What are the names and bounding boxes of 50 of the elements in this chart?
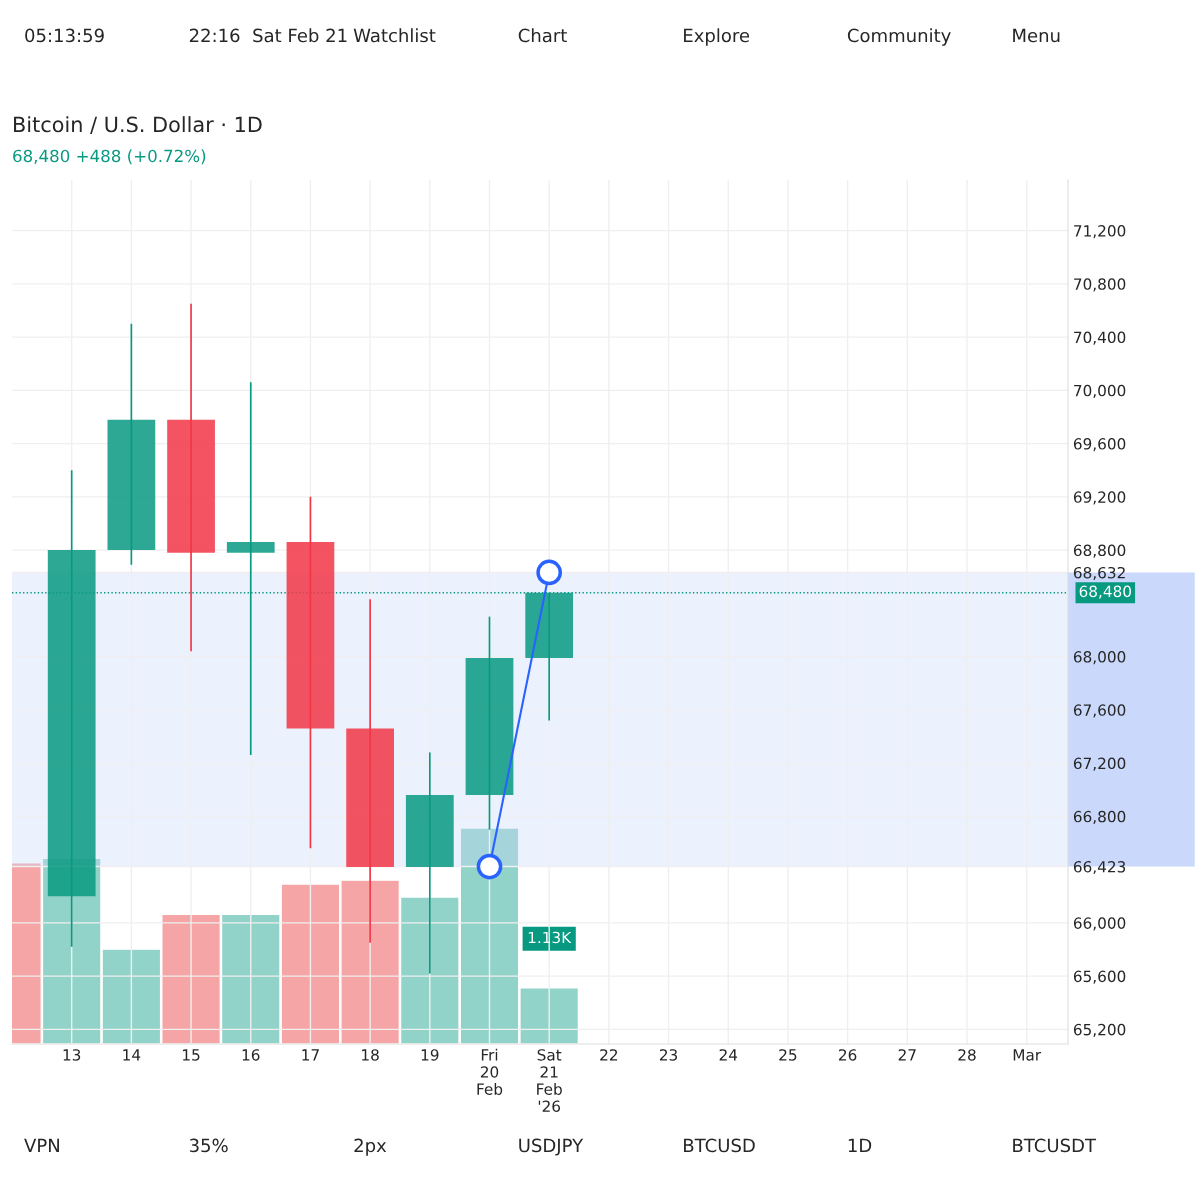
y-tick-label: 66,423 xyxy=(1073,861,1126,875)
y-tick-label: 67,600 xyxy=(1073,704,1126,718)
y-tick-label: 65,600 xyxy=(1073,970,1126,984)
x-tick-label: 23 xyxy=(659,1049,678,1061)
y-tick-label: 69,600 xyxy=(1073,438,1126,452)
y-tick-label: 70,000 xyxy=(1074,384,1126,398)
y-tick-label: 69,200 xyxy=(1073,491,1126,505)
y-tick-label: 71,200 xyxy=(1074,225,1126,239)
x-tick-label: 18 xyxy=(362,1049,379,1061)
y-tick-label: 70,800 xyxy=(1074,278,1126,292)
y-tick-label: 70,400 xyxy=(1074,331,1126,345)
x-tick-label: 24 xyxy=(719,1049,738,1061)
x-tick-label: 26 xyxy=(839,1049,857,1061)
x-tick-label: 15 xyxy=(183,1049,200,1061)
text: 1D xyxy=(848,1138,872,1152)
x-tick-label: Sat 21 Feb '26 xyxy=(537,1049,562,1113)
x-tick-label: Fri 20 Feb xyxy=(477,1048,503,1095)
x-tick-label: Mar xyxy=(1013,1049,1042,1061)
text: Community xyxy=(847,28,951,46)
y-tick-label: 67,200 xyxy=(1073,757,1126,771)
text: 2px xyxy=(354,1138,387,1156)
chart-subtitle: 68,480 +488 (+0.72%) xyxy=(13,149,206,165)
text: USDJPY xyxy=(519,1138,584,1156)
text: BTCUSD xyxy=(684,1138,755,1153)
y-tick-label: 68,632 xyxy=(1073,566,1125,581)
text: BTCUSDT xyxy=(1013,1138,1097,1153)
text: Explore xyxy=(684,28,750,46)
x-tick-label: 19 xyxy=(421,1049,439,1061)
text: 22:16 Sat Feb 21 xyxy=(189,28,347,43)
y-tick-label: 66,000 xyxy=(1073,917,1126,931)
x-tick-label: 25 xyxy=(779,1049,797,1061)
chart-title: Bitcoin / U.S. Dollar · 1D xyxy=(14,116,262,134)
text: VPN xyxy=(24,1138,59,1152)
y-tick-label: 68,800 xyxy=(1073,544,1126,558)
text: Chart xyxy=(518,28,567,43)
x-tick-label: 16 xyxy=(242,1049,260,1061)
x-tick-label: 22 xyxy=(600,1049,618,1061)
x-tick-label: 17 xyxy=(302,1049,319,1061)
x-tick-label: 27 xyxy=(898,1049,916,1061)
text: 05:13:59 xyxy=(25,28,104,43)
text: Menu xyxy=(1013,28,1060,43)
x-tick-label: 13 xyxy=(63,1049,81,1061)
y-tick-label: 68,000 xyxy=(1073,651,1126,665)
text: Watchlist xyxy=(353,28,436,43)
text: 35% xyxy=(189,1138,228,1153)
y-tick-label: 66,800 xyxy=(1073,810,1126,824)
x-tick-label: 14 xyxy=(123,1049,141,1061)
x-tick-label: 28 xyxy=(958,1049,976,1061)
y-tick-label: 65,200 xyxy=(1073,1023,1126,1037)
ref-line-label: 68,480 xyxy=(1079,585,1131,599)
